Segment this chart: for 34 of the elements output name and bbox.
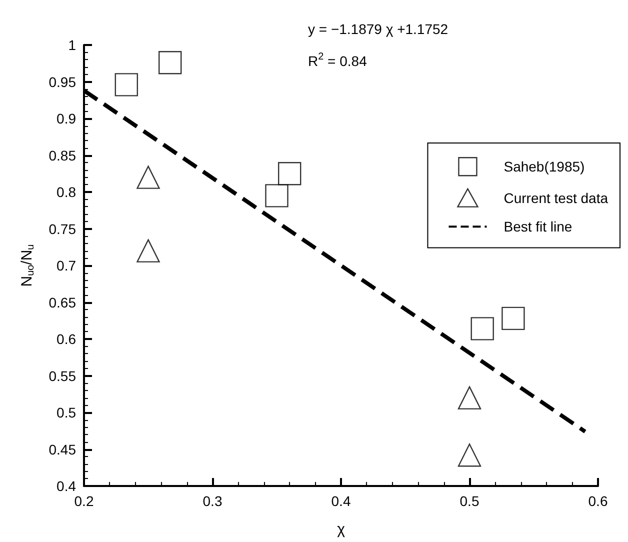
y-tick-label: 0.55 xyxy=(48,368,76,384)
x-tick-label: 0.4 xyxy=(331,493,351,509)
y-tick-label: 0.7 xyxy=(56,258,76,274)
y-tick-label: 1 xyxy=(68,37,76,53)
y-tick-label: 0.95 xyxy=(48,74,76,90)
legend-label: Saheb(1985) xyxy=(504,158,585,175)
legend-label: Best fit line xyxy=(504,218,572,235)
legend-label: Current test data xyxy=(504,190,608,206)
point xyxy=(502,306,525,330)
y-tick-label: 0.75 xyxy=(48,220,76,237)
x-tick-label: 0.6 xyxy=(588,493,608,509)
point xyxy=(470,317,494,340)
y-tick-label: 0.5 xyxy=(56,404,76,420)
point xyxy=(458,444,482,467)
point xyxy=(265,184,288,208)
y-tick-label: 0.9 xyxy=(56,110,76,126)
point xyxy=(136,166,160,189)
x-tick-label: 0.3 xyxy=(202,493,222,509)
point xyxy=(158,51,182,74)
x-tick-label: 0.5 xyxy=(460,493,480,509)
point xyxy=(114,73,138,96)
point xyxy=(458,386,482,410)
x-axis-title: χ xyxy=(337,521,346,538)
point xyxy=(136,239,160,262)
x-tick-label: 0.2 xyxy=(74,493,94,509)
y-tick-label: 0.85 xyxy=(48,147,76,164)
point xyxy=(278,162,302,186)
y-tick-label: 0.6 xyxy=(56,331,76,347)
y-tick-label: 0.45 xyxy=(48,441,76,458)
y-tick-label: 0.4 xyxy=(56,478,76,494)
y-tick-label: 0.8 xyxy=(56,184,76,200)
y-axis-title: Nuo/Nu xyxy=(18,244,36,287)
text: y = −1.1879 χ +1.1752 xyxy=(308,21,448,37)
y-tick-label: 0.65 xyxy=(48,294,76,310)
